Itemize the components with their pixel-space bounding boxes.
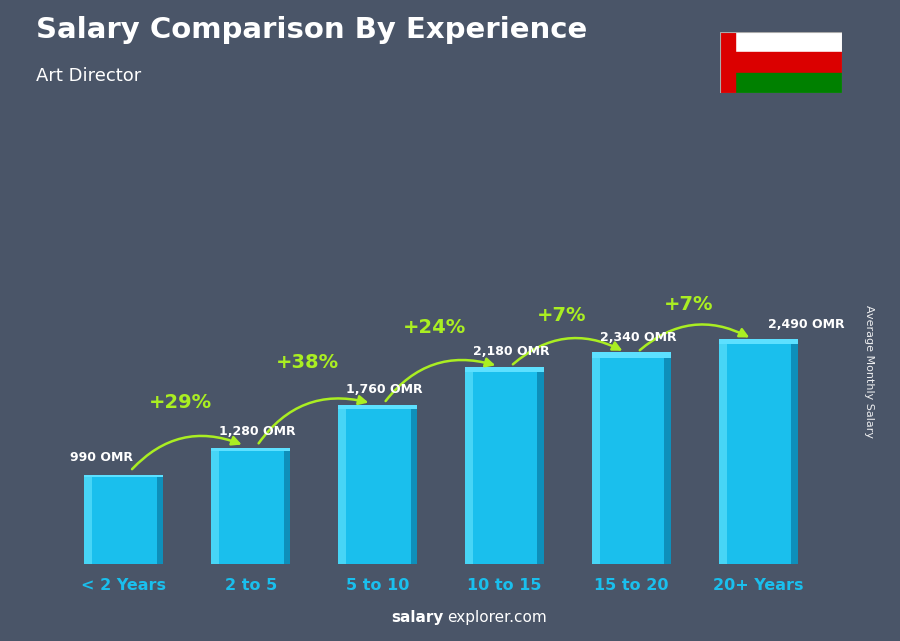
- Polygon shape: [338, 409, 346, 564]
- Text: 2,490 OMR: 2,490 OMR: [769, 318, 845, 331]
- FancyArrowPatch shape: [385, 359, 492, 401]
- Text: salary: salary: [392, 610, 444, 625]
- FancyArrowPatch shape: [132, 436, 239, 469]
- Text: +38%: +38%: [276, 353, 339, 372]
- Polygon shape: [212, 451, 290, 564]
- Polygon shape: [212, 451, 220, 564]
- Text: +7%: +7%: [663, 296, 713, 314]
- Polygon shape: [719, 344, 797, 564]
- Polygon shape: [212, 448, 290, 451]
- Polygon shape: [664, 358, 670, 564]
- Text: 1,760 OMR: 1,760 OMR: [346, 383, 422, 395]
- Polygon shape: [465, 367, 544, 372]
- Bar: [735, 72, 842, 93]
- Polygon shape: [465, 372, 473, 564]
- Polygon shape: [85, 477, 93, 564]
- Text: +24%: +24%: [403, 318, 466, 337]
- Polygon shape: [338, 405, 417, 409]
- Text: Salary Comparison By Experience: Salary Comparison By Experience: [36, 16, 587, 44]
- Text: 2,340 OMR: 2,340 OMR: [599, 331, 676, 344]
- Text: 1,280 OMR: 1,280 OMR: [219, 425, 295, 438]
- Bar: [735, 32, 842, 53]
- Polygon shape: [338, 409, 417, 564]
- Polygon shape: [85, 474, 163, 477]
- Text: explorer.com: explorer.com: [447, 610, 547, 625]
- FancyArrowPatch shape: [513, 338, 620, 364]
- Polygon shape: [719, 344, 726, 564]
- Polygon shape: [592, 358, 670, 564]
- Bar: [720, 32, 735, 93]
- Text: 990 OMR: 990 OMR: [70, 451, 133, 463]
- Bar: [735, 53, 842, 72]
- Polygon shape: [592, 358, 600, 564]
- FancyArrowPatch shape: [258, 396, 365, 444]
- Text: +29%: +29%: [149, 394, 212, 412]
- Polygon shape: [592, 353, 670, 358]
- Polygon shape: [410, 409, 417, 564]
- Text: Art Director: Art Director: [36, 67, 141, 85]
- Polygon shape: [719, 339, 797, 344]
- Polygon shape: [157, 477, 163, 564]
- Polygon shape: [284, 451, 290, 564]
- Polygon shape: [465, 372, 544, 564]
- Polygon shape: [537, 372, 544, 564]
- Polygon shape: [791, 344, 797, 564]
- Text: Average Monthly Salary: Average Monthly Salary: [863, 305, 874, 438]
- Polygon shape: [85, 477, 163, 564]
- Text: +7%: +7%: [536, 306, 586, 325]
- FancyArrowPatch shape: [640, 324, 747, 350]
- Text: 2,180 OMR: 2,180 OMR: [472, 345, 549, 358]
